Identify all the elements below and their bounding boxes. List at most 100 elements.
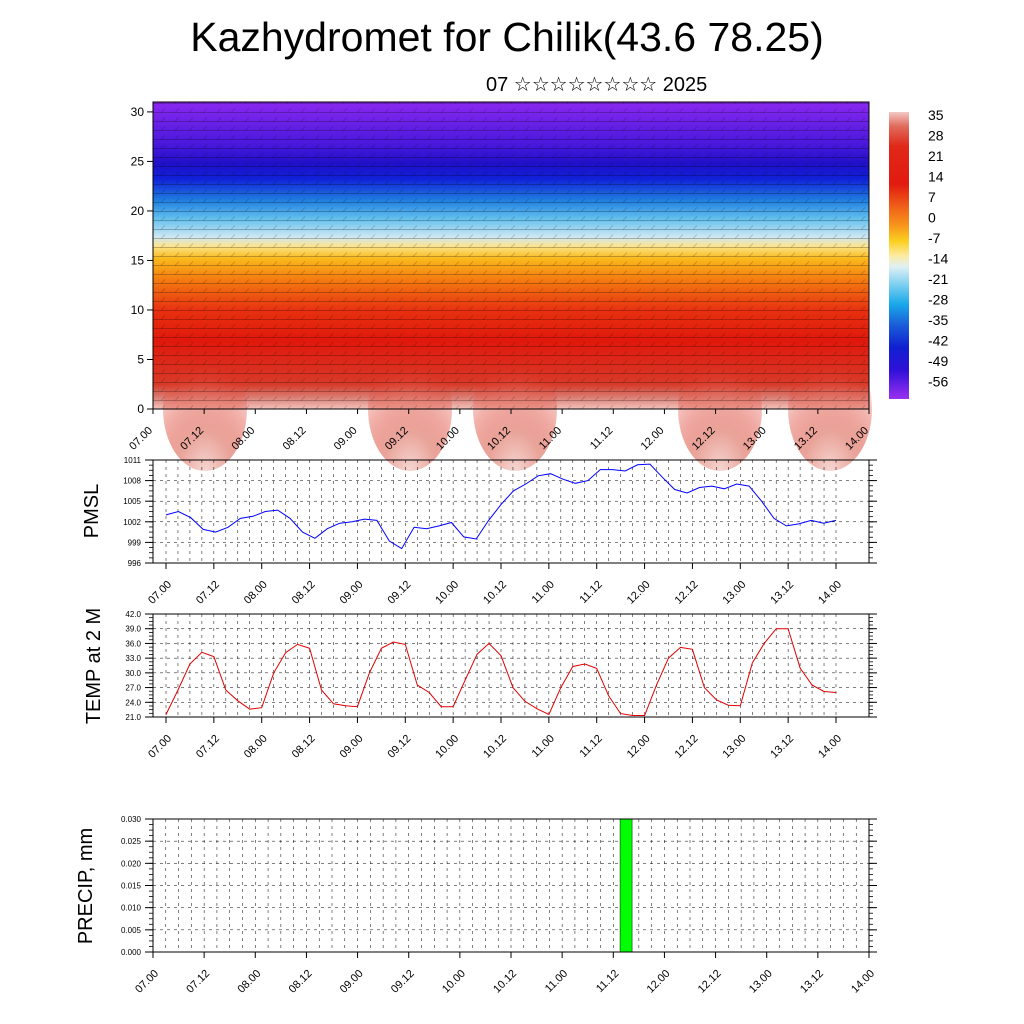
y-tick-label: 0.000 — [121, 948, 142, 957]
x-tick-label: 11.00 — [530, 579, 557, 606]
x-tick-label: 11.12 — [577, 579, 604, 606]
x-tick-label: 07.00 — [133, 968, 161, 996]
y-tick-label: 999 — [128, 538, 142, 547]
x-tick-label: 13.00 — [747, 968, 775, 996]
x-tick-label: 12.00 — [645, 968, 673, 996]
x-tick-label: 10.12 — [481, 733, 509, 761]
page-subtitle: 07 ☆☆☆☆☆☆☆☆ 2025 — [486, 74, 708, 96]
heat-y-tick-label: 25 — [131, 154, 145, 168]
wind-barbs-overlay — [153, 102, 869, 409]
colorbar-label: -28 — [928, 292, 948, 308]
heat-y-tick-label: 10 — [131, 303, 145, 317]
precip-y-axis: 0.030 0.025 0.020 0.015 0.010 0.005 0.000 — [121, 815, 877, 957]
temperature-panel: 42.039.036.033.030.027.024.021.0 07.00 07… — [83, 608, 877, 761]
x-tick-label: 09.00 — [338, 733, 366, 761]
x-tick-label: 10.00 — [433, 733, 461, 761]
temp-y-label: TEMP at 2 M — [83, 608, 105, 724]
x-tick-label: 12.12 — [696, 968, 724, 996]
x-tick-label: 09.12 — [385, 579, 413, 607]
y-tick-label: 36.0 — [125, 639, 141, 648]
precip-grid — [152, 818, 870, 953]
x-tick-label: 13.12 — [768, 733, 796, 761]
y-tick-label: 0.030 — [121, 815, 142, 824]
x-tick-label: 08.00 — [242, 579, 270, 607]
y-tick-label: 33.0 — [125, 654, 141, 663]
x-tick-label: 12.00 — [625, 579, 653, 607]
precip-bars — [619, 818, 633, 953]
heat-x-tick-label: 07.00 — [127, 425, 155, 453]
y-tick-label: 0.020 — [121, 859, 142, 868]
temp-grid — [153, 613, 869, 718]
x-tick-label: 13.00 — [720, 579, 748, 607]
y-tick-label: 27.0 — [125, 684, 141, 693]
x-tick-label: 14.00 — [849, 968, 877, 996]
y-tick-label: 0.005 — [121, 926, 142, 935]
y-tick-label: 1008 — [123, 477, 141, 486]
x-tick-label: 13.12 — [798, 968, 826, 996]
x-tick-label: 08.00 — [235, 968, 263, 996]
heat-y-tick-label: 15 — [131, 253, 145, 267]
y-tick-label: 39.0 — [125, 625, 141, 634]
x-tick-label: 10.12 — [481, 579, 509, 607]
temp-x-axis: 07.00 07.12 08.00 08.12 09.00 09.12 10.00 10.12… — [146, 717, 844, 761]
x-tick-label: 09.12 — [385, 733, 413, 761]
colorbar-label: -49 — [928, 353, 948, 369]
colorbar-label: 0 — [928, 210, 936, 226]
x-tick-label: 12.12 — [673, 579, 701, 607]
x-tick-label: 10.00 — [440, 968, 468, 996]
pmsl-x-axis: 07.00 07.12 08.00 08.12 09.00 09.12 10.00 10.12… — [146, 563, 844, 607]
x-tick-label: 09.12 — [389, 968, 417, 996]
colorbar-label: 7 — [928, 189, 936, 205]
x-tick-label: 07.12 — [194, 733, 222, 761]
x-tick-label: 10.12 — [491, 968, 519, 996]
y-tick-label: 0.010 — [121, 904, 142, 913]
heat-y-tick-label: 30 — [131, 105, 145, 119]
colorbar-label: 14 — [928, 169, 944, 185]
colorbar-labels: 35 28 21 14 7 0 -7 -14 -21 -28 -35 -42 -49 -56 — [928, 107, 948, 390]
heat-y-tick-label: 5 — [137, 352, 144, 366]
heat-x-tick-label: 08.12 — [281, 425, 309, 453]
colorbar-label: -42 — [928, 333, 948, 349]
heat-y-tick-label: 20 — [131, 204, 145, 218]
page-title: Kazhydromet for Chilik(43.6 78.25) — [190, 14, 824, 60]
colorbar-label: -56 — [928, 374, 948, 390]
x-tick-label: 12.00 — [625, 733, 653, 761]
x-tick-label: 07.00 — [146, 579, 174, 607]
y-tick-label: 24.0 — [125, 698, 141, 707]
precipitation-panel: 0.030 0.025 0.020 0.015 0.010 0.005 0.000 07.0… — [75, 815, 877, 996]
x-tick-label: 13.00 — [720, 733, 748, 761]
y-tick-label: 996 — [128, 559, 142, 568]
x-tick-label: 08.12 — [287, 968, 315, 996]
heat-x-tick-label: 12.00 — [639, 425, 667, 453]
x-tick-label: 07.00 — [146, 733, 174, 761]
x-tick-label: 08.00 — [242, 733, 270, 761]
colorbar-label: 35 — [928, 107, 944, 123]
y-tick-label: 1002 — [123, 518, 141, 527]
x-tick-label: 07.12 — [184, 968, 212, 996]
x-tick-label: 11.12 — [577, 733, 604, 760]
y-tick-label: 1005 — [123, 497, 141, 506]
x-tick-label: 11.00 — [543, 968, 570, 995]
heat-y-tick-label: 0 — [137, 402, 144, 416]
precip-bar — [619, 818, 633, 953]
colorbar-label: 21 — [928, 148, 944, 164]
pmsl-frame — [152, 459, 870, 564]
x-tick-label: 13.12 — [768, 579, 796, 607]
temp-series-line — [165, 628, 837, 716]
heat-y-axis: 0 5 10 15 20 25 30 — [131, 105, 153, 416]
x-tick-label: 11.12 — [594, 968, 621, 995]
pmsl-panel: 1011 1008 1005 1002 999 996 07.00 07.12 08.00 08… — [81, 456, 877, 607]
colorbar-label: -35 — [928, 312, 948, 328]
y-tick-label: 42.0 — [125, 610, 141, 619]
colorbar-label: -14 — [928, 251, 948, 267]
x-tick-label: 14.00 — [816, 733, 844, 761]
y-tick-label: 1011 — [124, 456, 142, 465]
x-tick-label: 12.12 — [673, 733, 701, 761]
temperature-colorbar: 35 28 21 14 7 0 -7 -14 -21 -28 -35 -42 -49 -56 — [889, 107, 948, 399]
y-tick-label: 0.025 — [121, 837, 142, 846]
pmsl-y-label: PMSL — [81, 484, 103, 538]
x-tick-label: 09.00 — [338, 968, 366, 996]
x-tick-label: 09.00 — [338, 579, 366, 607]
x-tick-label: 14.00 — [816, 579, 844, 607]
